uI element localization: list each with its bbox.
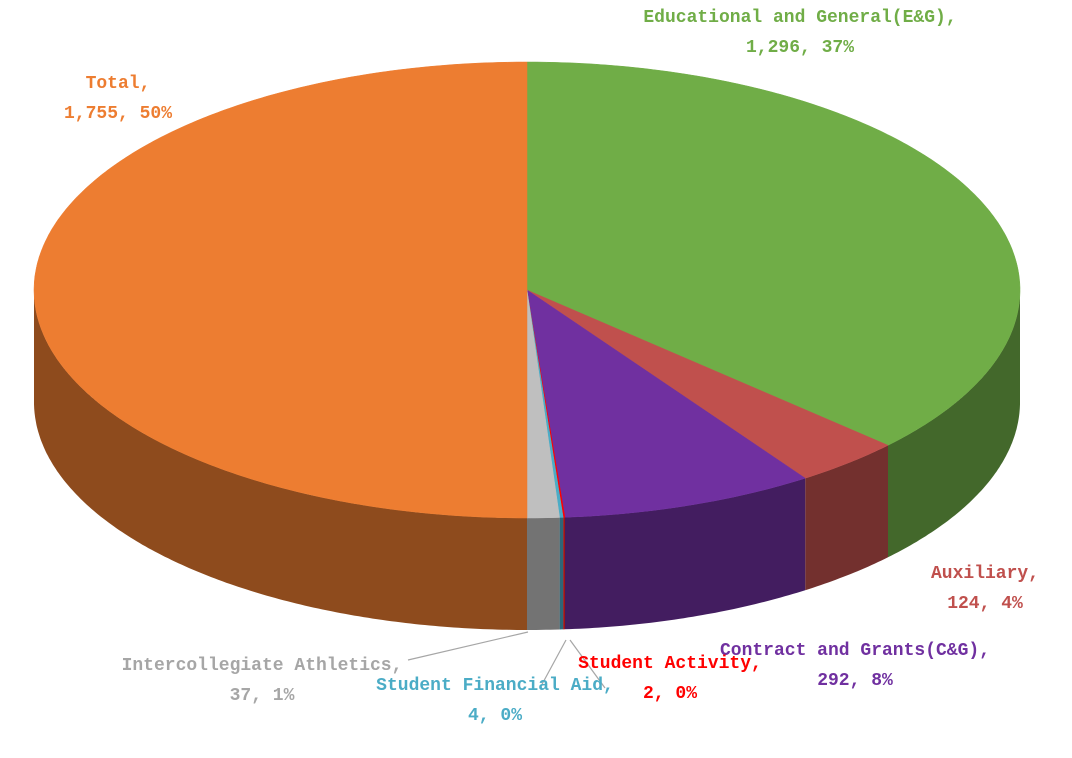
label-percent: 1% [273,686,295,706]
leader-line [569,639,606,689]
label-sep: , [800,38,822,58]
slice [526,61,1021,446]
label-percent: 0% [675,684,697,704]
label-sep: , [980,594,1002,614]
label-category: Total [86,74,140,94]
slice-side [559,517,564,630]
data-label: Contract and Grants(C&G), 292, 8% [720,641,990,691]
label-sep: , [118,104,140,124]
pie-top [33,61,1021,519]
label-percent: 4% [1001,594,1023,614]
label-value: 124 [947,594,980,614]
slice [526,289,806,518]
label-sep: , [251,686,273,706]
label-percent: 37% [822,38,855,58]
label-value: 4 [468,706,479,726]
label-sep: , [850,671,872,691]
label-value: 2 [643,684,654,704]
leader-line [407,631,529,661]
slice-side [527,517,560,630]
label-sep: , [751,654,762,674]
data-label: Auxiliary, 124, 4% [931,564,1039,614]
label-sep: , [654,684,676,704]
label-value: 1,296 [746,38,800,58]
label-value: 37 [230,686,252,706]
slice-side [564,478,806,630]
label-category: Student Financial Aid [376,676,603,696]
label-value: 1,755 [64,104,118,124]
label-category: Contract and Grants(C&G) [720,641,979,661]
label-category: Auxiliary [931,564,1028,584]
slice [33,61,528,519]
leader-line [539,639,567,689]
label-percent: 0% [500,706,522,726]
slice [526,289,560,519]
label-category: Intercollegiate Athletics [122,656,392,676]
data-label: Student Activity, 2, 0% [578,654,762,704]
pie-sides [34,290,1020,630]
data-label: Intercollegiate Athletics, 37, 1% [122,656,403,706]
slice [526,289,889,479]
slice-side [805,445,888,591]
label-sep: , [140,74,151,94]
data-label: Student Financial Aid, 4, 0% [376,676,614,726]
label-value: 292 [817,671,849,691]
data-label: Total, 1,755, 50% [64,74,172,124]
label-sep: , [479,706,501,726]
label-category: Educational and General(E&G) [643,8,945,28]
label-percent: 50% [140,104,173,124]
slice-side [34,290,527,630]
label-sep: , [392,656,403,676]
label-sep: , [1028,564,1039,584]
data-label: Educational and General(E&G), 1,296, 37% [643,8,956,58]
label-category: Student Activity [578,654,751,674]
label-sep: , [603,676,614,696]
label-sep: , [946,8,957,28]
slice-side [563,517,565,630]
label-sep: , [979,641,990,661]
slice-side [888,290,1020,558]
label-percent: 8% [871,671,893,691]
